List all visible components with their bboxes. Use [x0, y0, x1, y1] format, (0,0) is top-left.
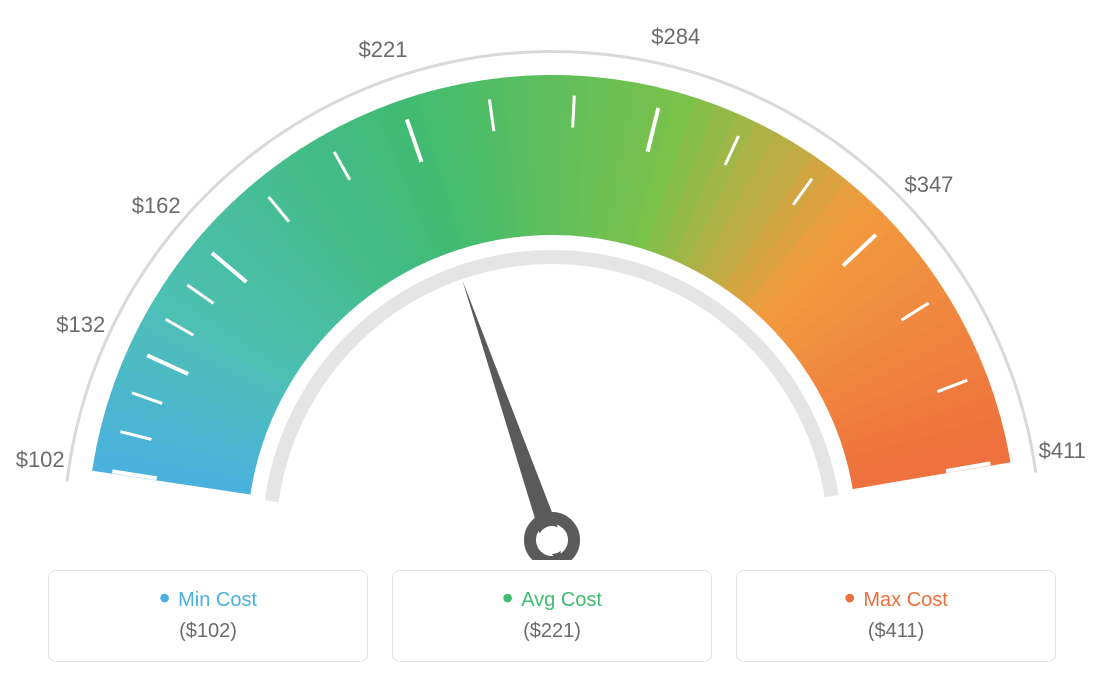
gauge-tick-label: $102 [16, 447, 65, 473]
gauge-tick-label: $284 [651, 24, 700, 50]
gauge-tick-label: $221 [358, 37, 407, 63]
cost-gauge-chart: $102 $132 $162 $221 $284 $347 $411 [0, 0, 1104, 560]
gauge-tick-label: $411 [1039, 438, 1086, 464]
legend-min-value: ($102) [61, 620, 355, 643]
legend-card-max: Max Cost ($411) [736, 570, 1056, 662]
legend-max-value: ($411) [749, 620, 1043, 643]
legend-row: Min Cost ($102) Avg Cost ($221) Max Cost… [0, 570, 1104, 662]
legend-avg-label: Avg Cost [405, 589, 699, 612]
legend-card-avg: Avg Cost ($221) [392, 570, 712, 662]
gauge-needle-hub-inner [538, 526, 566, 554]
gauge-svg [0, 0, 1104, 560]
gauge-tick-label: $347 [904, 172, 953, 198]
legend-max-label: Max Cost [749, 589, 1043, 612]
gauge-tick-label: $132 [56, 312, 105, 338]
gauge-tick-label: $162 [132, 193, 181, 219]
legend-card-min: Min Cost ($102) [48, 570, 368, 662]
legend-min-label: Min Cost [61, 589, 355, 612]
legend-avg-value: ($221) [405, 620, 699, 643]
gauge-tick [573, 96, 575, 128]
